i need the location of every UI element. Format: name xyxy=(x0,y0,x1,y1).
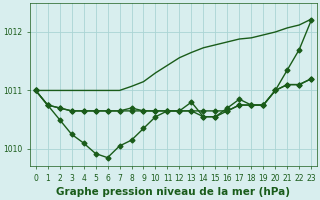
X-axis label: Graphe pression niveau de la mer (hPa): Graphe pression niveau de la mer (hPa) xyxy=(56,187,291,197)
